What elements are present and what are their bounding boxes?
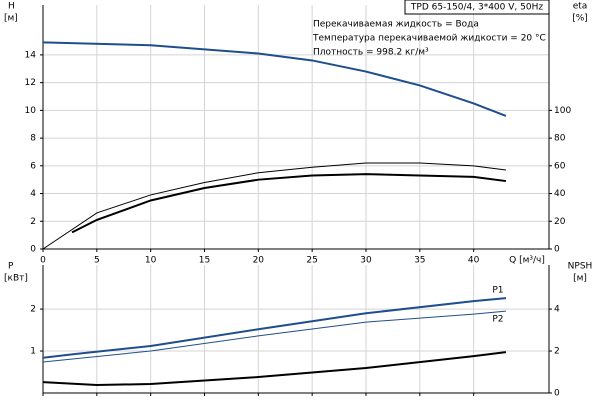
y-axis-label: H	[8, 2, 15, 12]
curve	[42, 41, 507, 117]
curve	[42, 351, 507, 387]
x-axis-label: Q [м³/ч]	[509, 256, 545, 266]
x-tick-label: 15	[199, 256, 210, 266]
curve-label: P1	[492, 286, 503, 296]
y-tick-label: 2	[30, 217, 36, 227]
x-tick-label: 30	[360, 256, 372, 266]
y2-tick-label: 40	[554, 189, 566, 199]
title-box	[404, 0, 550, 15]
x-tick-label: 40	[468, 256, 480, 266]
y2-tick-label: 0	[554, 389, 560, 399]
y-tick-label: 4	[30, 189, 36, 199]
curve	[42, 162, 506, 250]
x-tick-label: 35	[414, 256, 425, 266]
x-tick-label: 25	[306, 256, 317, 266]
y-axis-unit: [кВт]	[4, 274, 28, 284]
x-tick-label: 0	[40, 256, 46, 266]
y-tick-label: 0	[30, 245, 36, 255]
y-axis-unit: [м]	[4, 14, 18, 24]
y-axis-label: P	[8, 262, 14, 272]
y2-tick-label: 4	[554, 305, 560, 315]
y-tick-label: 10	[25, 106, 37, 116]
annotation: Температура перекачиваемой жидкости = 20…	[312, 34, 546, 44]
y2-axis-label: eta	[573, 2, 588, 12]
curve-label: P2	[492, 315, 503, 325]
curve	[42, 310, 506, 363]
x-tick-label: 20	[253, 256, 265, 266]
y2-tick-label: 0	[554, 245, 560, 255]
y-tick-label: 8	[30, 134, 36, 144]
y2-tick-label: 60	[554, 161, 566, 171]
y-tick-label: 6	[30, 161, 36, 171]
y-tick-label: 12	[25, 78, 36, 88]
y2-tick-label: 2	[554, 347, 560, 357]
x-tick-label: 10	[145, 256, 157, 266]
annotation: Перекачиваемая жидкость = Вода	[313, 20, 479, 30]
y-tick-label: 1	[30, 347, 36, 357]
y-tick-label: 2	[30, 305, 36, 315]
curve	[71, 173, 507, 234]
y2-axis-unit: [м]	[573, 274, 587, 284]
x-tick-label: 5	[94, 256, 100, 266]
y2-axis-label: NPSH	[568, 262, 593, 272]
chart-title: TPD 65-150/4, 3*400 V, 50Hz	[410, 3, 543, 13]
y2-tick-label: 20	[554, 217, 566, 227]
y2-tick-label: 80	[554, 134, 566, 144]
curve	[42, 297, 507, 359]
y2-tick-label: 100	[554, 106, 571, 116]
y-tick-label: 14	[25, 50, 37, 60]
annotation: Плотность = 998.2 кг/м³	[313, 48, 429, 58]
y2-axis-unit: [%]	[572, 14, 588, 24]
